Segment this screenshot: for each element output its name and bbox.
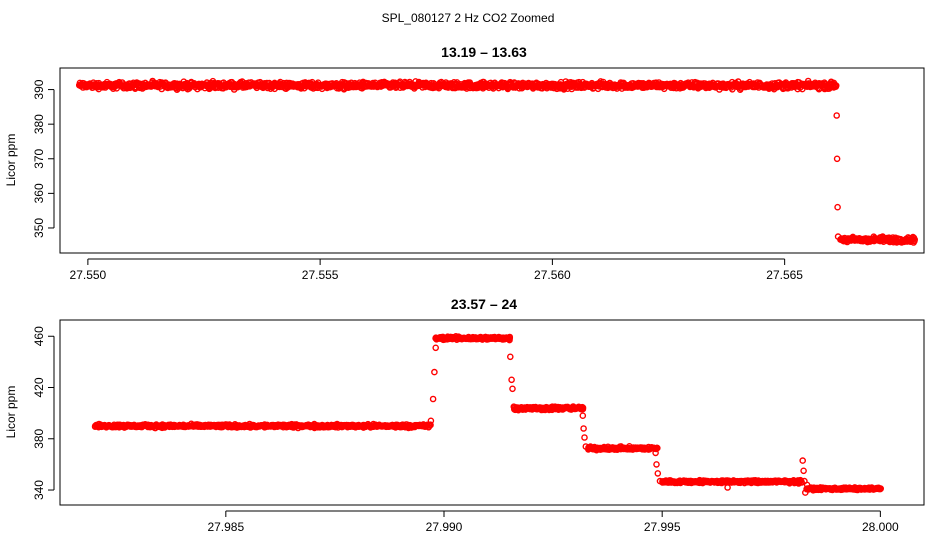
- x-tick-label: 27.560: [534, 268, 571, 282]
- y-tick-label: 350: [32, 218, 46, 238]
- data-point: [724, 484, 731, 491]
- data-point: [834, 203, 841, 211]
- panel-top-title: 13.19 – 13.63: [441, 44, 527, 60]
- data-point: [799, 457, 807, 464]
- data-point: [432, 344, 440, 352]
- y-tick-label: 370: [32, 148, 46, 168]
- data-point: [653, 461, 660, 468]
- panel-bottom-title: 23.57 – 24: [451, 296, 517, 312]
- panel-bottom-y-axis-label: Licor ppm: [4, 386, 18, 439]
- panel-bottom-x-axis: 27.985 27.990 27.995 28.000: [207, 510, 899, 534]
- data-point: [506, 353, 514, 361]
- data-point: [429, 395, 437, 403]
- y-tick-label: 340: [32, 480, 46, 500]
- y-tick-label: 420: [32, 377, 46, 397]
- data-point: [582, 443, 590, 450]
- data-point: [833, 155, 841, 163]
- panel-bottom: 23.57 – 24 Licor ppm 27.985 27.990 27.995 2…: [4, 296, 925, 534]
- panel-top-plot-frame: [59, 67, 925, 254]
- panel-top-x-axis: 27.550 27.555 27.560 27.565: [70, 258, 803, 282]
- data-point: [427, 417, 435, 425]
- data-point: [508, 376, 515, 384]
- data-point: [506, 336, 513, 344]
- data-point: [506, 333, 514, 341]
- x-tick-label: 27.995: [644, 520, 681, 534]
- data-point: [911, 236, 919, 243]
- data-point: [803, 481, 811, 489]
- y-tick-label: 460: [32, 326, 46, 346]
- x-tick-label: 27.990: [426, 520, 463, 534]
- data-point: [431, 368, 438, 376]
- x-tick-label: 27.550: [70, 268, 107, 282]
- data-point: [579, 404, 587, 412]
- y-tick-label: 380: [32, 114, 46, 134]
- data-point: [510, 403, 518, 411]
- panel-bottom-y-axis: 340 380 420 460: [32, 326, 55, 500]
- panel-top-y-axis-label: Licor ppm: [4, 134, 18, 187]
- y-tick-label: 390: [32, 79, 46, 99]
- data-point: [877, 485, 885, 492]
- data-point: [802, 489, 809, 496]
- panel-top: 13.19 – 13.63 Licor ppm 27.550 27.555 27.5…: [4, 44, 925, 282]
- panel-top-y-axis: 350 360 370 380 390: [32, 79, 55, 238]
- data-point: [580, 425, 587, 432]
- x-tick-label: 28.000: [862, 520, 899, 534]
- data-point: [833, 112, 841, 119]
- data-point: [426, 421, 434, 429]
- panel-bottom-points: [91, 332, 885, 496]
- panel-top-points: [76, 77, 919, 246]
- x-tick-label: 27.565: [766, 268, 803, 282]
- x-tick-label: 27.985: [207, 520, 244, 534]
- data-point: [800, 467, 807, 475]
- panel-bottom-plot-frame: [59, 319, 925, 506]
- data-point: [832, 83, 840, 90]
- figure-title: SPL_080127 2 Hz CO2 Zoomed: [382, 11, 555, 25]
- data-point: [834, 233, 842, 240]
- data-point: [656, 477, 664, 485]
- data-point: [509, 385, 516, 393]
- data-point: [652, 449, 659, 457]
- data-point: [581, 434, 588, 441]
- y-tick-label: 360: [32, 183, 46, 203]
- data-point: [579, 412, 587, 420]
- y-tick-label: 380: [32, 428, 46, 448]
- data-point: [654, 470, 662, 477]
- x-tick-label: 27.555: [302, 268, 339, 282]
